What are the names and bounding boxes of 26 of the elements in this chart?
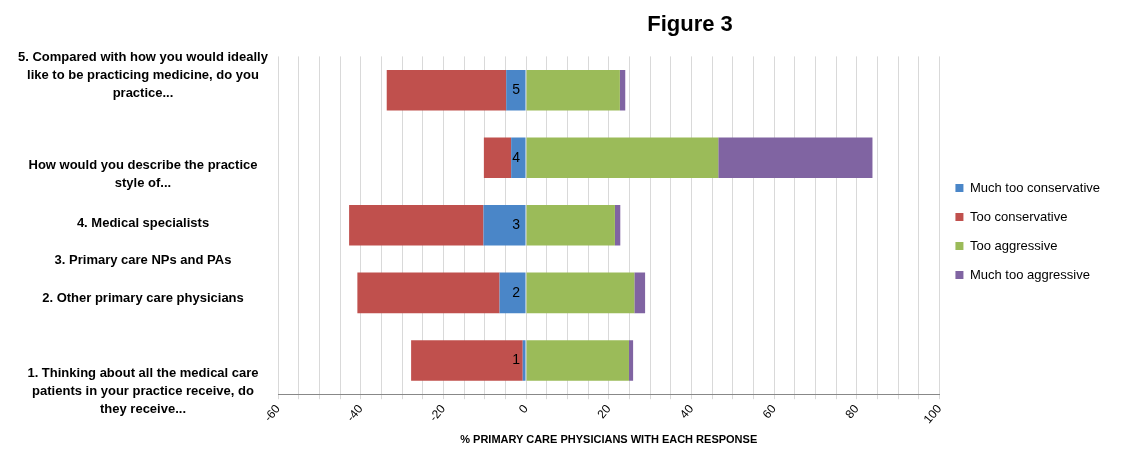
x-tick-label: -60 xyxy=(260,401,284,425)
x-tick-label: -40 xyxy=(343,401,366,425)
chart-title: Figure 3 xyxy=(647,11,733,37)
text: 1. Thinking about all the medical care patients in your practice receive, do they receive... xyxy=(27,365,259,416)
y-tick-label: 2 xyxy=(512,283,521,300)
text: 3. Primary care NPs and PAs xyxy=(53,251,233,269)
x-tick-label: 100 xyxy=(920,401,945,427)
x-tick-label: 80 xyxy=(842,401,862,422)
x-tick-label: -20 xyxy=(426,401,449,425)
text: 4. Medical specialists xyxy=(75,214,211,232)
y-tick-label: 1 xyxy=(512,351,521,368)
y-tick-label: 3 xyxy=(512,216,521,233)
y-tick-label: 4 xyxy=(512,148,521,165)
text: 5. Compared with how you would ideally like to be practicing medicine, do you practice... xyxy=(18,48,268,102)
x-tick-label: 20 xyxy=(594,401,614,422)
text: 2. Other primary care physicians xyxy=(41,289,245,307)
legend-label: Much too aggressive xyxy=(969,266,1090,282)
text: How would you describe the practice style of... xyxy=(27,156,259,192)
legend-label: Too conservative xyxy=(969,208,1068,224)
x-axis-title: % PRIMARY CARE PHYSICIANS WITH EACH RESPONSE xyxy=(460,433,758,446)
legend-label: Too aggressive xyxy=(969,237,1058,253)
x-tick-label: 60 xyxy=(759,401,780,422)
x-tick-label: 40 xyxy=(676,401,697,422)
y-tick-label: 5 xyxy=(512,81,521,98)
legend-label: Much too conservative xyxy=(969,179,1101,195)
x-tick-label: 0 xyxy=(515,401,532,416)
